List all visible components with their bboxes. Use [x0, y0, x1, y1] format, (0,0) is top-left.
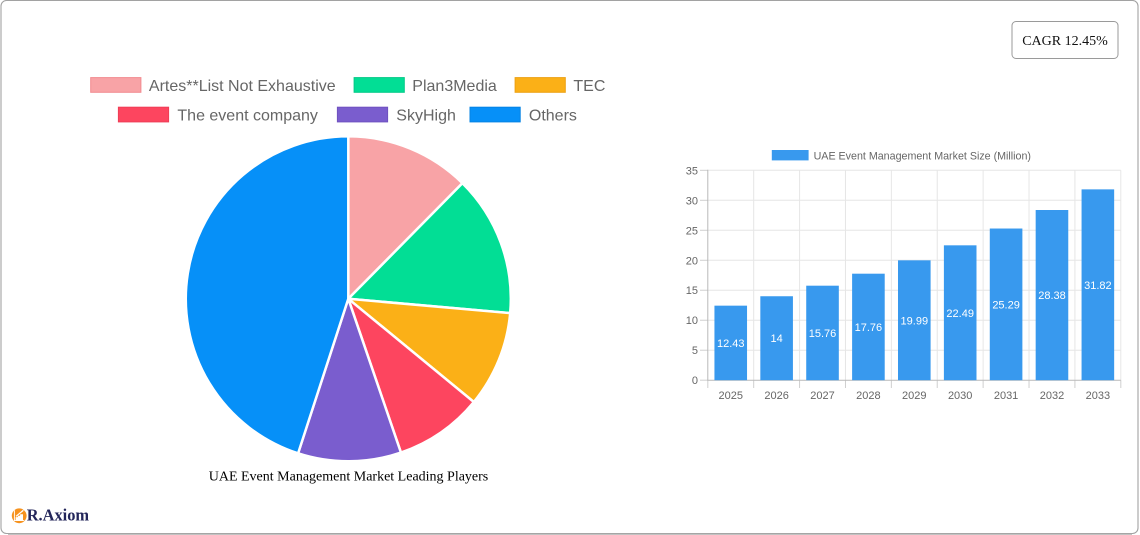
svg-text:2028: 2028 [856, 390, 880, 402]
svg-text:CAGR 12.45%: CAGR 12.45% [1022, 34, 1108, 49]
svg-text:15.76: 15.76 [809, 328, 837, 340]
svg-text:2026: 2026 [764, 390, 788, 402]
svg-text:2033: 2033 [1086, 390, 1110, 402]
svg-text:19.99: 19.99 [901, 315, 929, 327]
svg-text:Artes**List Not Exhaustive: Artes**List Not Exhaustive [149, 78, 336, 95]
svg-text:25.29: 25.29 [992, 299, 1020, 311]
svg-text:28.38: 28.38 [1038, 290, 1066, 302]
svg-text:2030: 2030 [948, 390, 972, 402]
svg-text:2031: 2031 [994, 390, 1018, 402]
svg-text:UAE Event Management Market Le: UAE Event Management Market Leading Play… [209, 469, 489, 484]
svg-text:35: 35 [686, 165, 698, 177]
svg-text:SkyHigh: SkyHigh [396, 107, 456, 124]
svg-text:The event company: The event company [177, 107, 318, 124]
svg-text:R.Axiom: R.Axiom [27, 506, 90, 525]
svg-text:12.43: 12.43 [717, 338, 745, 350]
svg-text:5: 5 [692, 345, 698, 357]
svg-text:17.76: 17.76 [855, 322, 883, 334]
svg-text:2032: 2032 [1040, 390, 1064, 402]
svg-text:2027: 2027 [810, 390, 834, 402]
svg-text:22.49: 22.49 [946, 308, 974, 320]
svg-text:0: 0 [692, 375, 698, 387]
svg-text:TEC: TEC [573, 78, 605, 95]
svg-text:15: 15 [686, 285, 698, 297]
svg-text:Others: Others [529, 107, 577, 124]
svg-text:10: 10 [686, 315, 698, 327]
svg-text:20: 20 [686, 255, 698, 267]
svg-text:31.82: 31.82 [1084, 280, 1112, 292]
svg-text:Plan3Media: Plan3Media [412, 78, 497, 95]
svg-text:14: 14 [771, 333, 783, 345]
svg-text:30: 30 [686, 195, 698, 207]
svg-text:UAE Event Management Market Si: UAE Event Management Market Size (Millio… [814, 150, 1031, 162]
svg-text:25: 25 [686, 225, 698, 237]
svg-text:2025: 2025 [718, 390, 742, 402]
svg-text:2029: 2029 [902, 390, 926, 402]
